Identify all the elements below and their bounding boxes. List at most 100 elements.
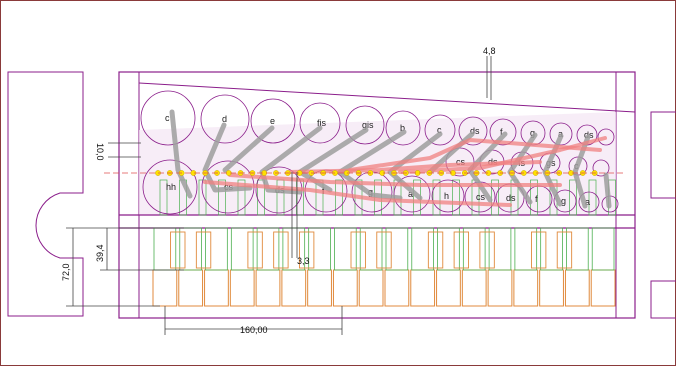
black-key	[530, 231, 547, 269]
key-lever	[153, 227, 177, 271]
white-key	[178, 269, 204, 307]
white-key	[513, 269, 539, 307]
pallet-stem	[432, 179, 441, 216]
black-key	[556, 231, 573, 269]
black-key	[479, 231, 495, 269]
pipe-front	[142, 159, 198, 215]
tracker-rod-red	[348, 138, 602, 172]
dimension-mid: 3,3	[291, 172, 310, 266]
black-key	[350, 231, 366, 269]
pipe-front-label: a	[408, 189, 413, 199]
pipe-front-label: h	[444, 191, 449, 201]
tracker-rod	[387, 131, 443, 201]
key-lever	[566, 227, 589, 271]
tracker-rod	[259, 125, 323, 195]
key-lever	[256, 227, 280, 271]
white-key	[281, 269, 307, 307]
key-lever	[488, 227, 512, 271]
key-lever	[514, 227, 538, 271]
tracker-rod	[202, 122, 253, 193]
case-slope-line	[138, 82, 636, 113]
white-key	[461, 269, 487, 307]
key-lever	[179, 227, 202, 271]
pallet-stem	[530, 179, 538, 216]
key-lever	[437, 227, 460, 271]
key-lever	[591, 227, 615, 271]
pipe-middle	[592, 159, 610, 177]
pallet-stem	[159, 179, 168, 216]
pipe-middle-label: cs	[456, 157, 466, 167]
key-lever	[282, 227, 306, 271]
white-key	[229, 269, 255, 307]
black-key	[427, 231, 444, 269]
dimension-left-text: 10,0	[95, 143, 105, 161]
pipe-back-label: f	[500, 127, 503, 137]
white-key	[152, 269, 178, 307]
pallet-stem	[335, 179, 343, 216]
pipe-front	[393, 175, 431, 213]
dimension-bottom: 160,00	[164, 306, 343, 335]
key-lever	[540, 227, 563, 271]
key-lever	[385, 227, 409, 271]
black-key	[376, 231, 392, 269]
pipe-back	[489, 118, 517, 146]
dimension-bottom-text: 160,00	[240, 325, 268, 335]
black-key	[247, 231, 263, 269]
pipe-back	[424, 114, 456, 146]
white-key	[436, 269, 461, 307]
pipe-back-label: b	[400, 123, 405, 133]
left-side-profile	[7, 71, 84, 317]
white-key	[204, 269, 229, 307]
key-lever	[230, 227, 254, 271]
tracker-rod	[222, 125, 275, 173]
dimension-left: 10,0	[95, 142, 141, 161]
pallet-stem	[491, 179, 499, 216]
tracker-rod	[169, 109, 193, 199]
right-side-profile-top	[650, 111, 676, 199]
pipe-front-label: f	[535, 194, 538, 204]
pallet-stem	[218, 179, 226, 216]
black-key	[453, 231, 470, 269]
key-lever	[462, 227, 486, 271]
white-key	[384, 269, 410, 307]
right-side-profile-bottom	[650, 280, 676, 319]
dimension-mid-text: 3,3	[297, 256, 310, 266]
white-key	[255, 269, 281, 307]
dimension-top-text: 4,8	[483, 46, 496, 56]
pipe-back-label: ds	[470, 126, 480, 136]
pallet-stem	[588, 179, 597, 216]
pipe-front-label: cs	[476, 192, 486, 202]
tracker-rod-red	[398, 136, 607, 174]
pipe-front	[553, 189, 577, 213]
pipe-back-label: e	[270, 116, 275, 126]
dimension-outer-depth-text: 72,0	[61, 263, 71, 281]
pipe-back-label: c	[437, 125, 442, 135]
pipe-back	[140, 90, 196, 146]
pipe-back	[458, 116, 488, 146]
key-lever	[411, 227, 434, 271]
pipe-front-label: g	[561, 196, 566, 206]
key-lever	[205, 227, 228, 271]
black-key	[170, 231, 186, 269]
key-lever	[334, 227, 357, 271]
pallet-stem	[198, 179, 207, 216]
dimension-key-depth: 72,0 39,4	[61, 227, 184, 307]
white-key	[332, 269, 358, 307]
white-key	[590, 269, 616, 307]
tracker-rod-red	[203, 180, 512, 207]
pipe-front-label: hh	[166, 182, 176, 192]
white-key	[358, 269, 384, 307]
dimension-top: 4,8	[483, 46, 496, 100]
key-lever	[308, 227, 331, 271]
pipe-back-label: gis	[362, 120, 374, 130]
pipe-front	[431, 179, 465, 213]
white-key	[487, 269, 513, 307]
black-key	[273, 231, 289, 269]
black-key	[298, 231, 315, 269]
white-key	[564, 269, 590, 307]
white-key	[410, 269, 436, 307]
pipe-back	[299, 102, 341, 144]
pipe-back-label: fis	[317, 118, 327, 128]
dimension-inner-depth-text: 39,4	[95, 244, 105, 262]
